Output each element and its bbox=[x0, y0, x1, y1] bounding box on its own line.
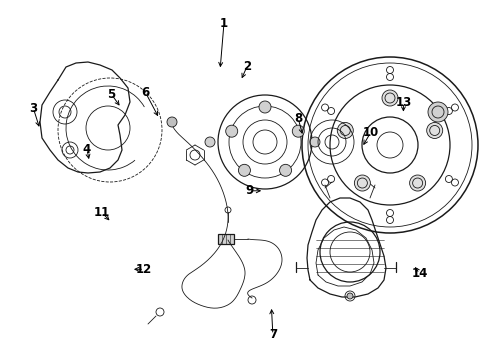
Text: 7: 7 bbox=[268, 328, 276, 341]
Text: 1: 1 bbox=[220, 17, 227, 30]
Text: 4: 4 bbox=[83, 143, 91, 156]
Circle shape bbox=[292, 125, 304, 137]
Text: 12: 12 bbox=[136, 263, 152, 276]
Circle shape bbox=[337, 122, 352, 139]
Circle shape bbox=[409, 175, 425, 191]
Circle shape bbox=[204, 137, 215, 147]
Text: 2: 2 bbox=[243, 60, 250, 73]
Text: 6: 6 bbox=[142, 86, 149, 99]
Circle shape bbox=[381, 90, 397, 106]
Circle shape bbox=[309, 137, 319, 147]
Text: 13: 13 bbox=[394, 96, 411, 109]
Text: 10: 10 bbox=[362, 126, 378, 139]
Text: 3: 3 bbox=[29, 102, 37, 114]
Text: 9: 9 bbox=[245, 184, 253, 197]
Text: 8: 8 bbox=[294, 112, 302, 125]
Circle shape bbox=[238, 164, 250, 176]
Circle shape bbox=[167, 117, 177, 127]
Text: 14: 14 bbox=[410, 267, 427, 280]
Circle shape bbox=[225, 125, 237, 137]
Circle shape bbox=[279, 164, 291, 176]
Circle shape bbox=[426, 122, 442, 139]
Circle shape bbox=[427, 102, 447, 122]
Text: 5: 5 bbox=[107, 88, 115, 101]
Circle shape bbox=[259, 101, 270, 113]
FancyBboxPatch shape bbox=[218, 234, 234, 244]
Text: 11: 11 bbox=[93, 206, 110, 219]
Circle shape bbox=[346, 293, 352, 299]
Circle shape bbox=[354, 175, 369, 191]
